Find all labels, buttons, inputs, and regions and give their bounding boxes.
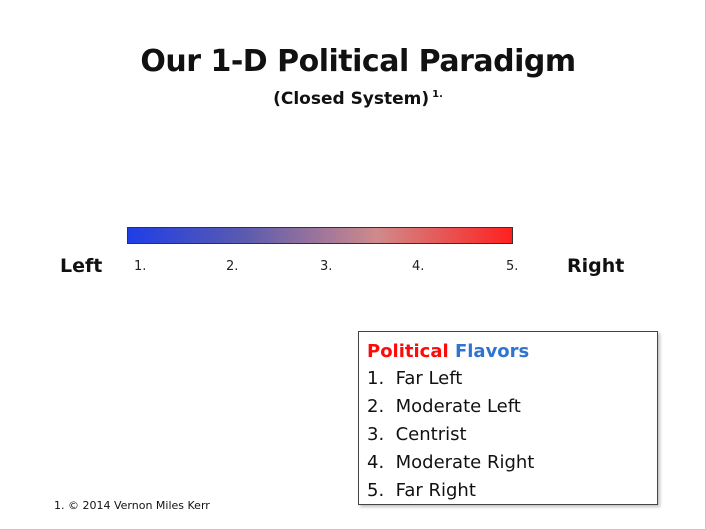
legend-item: 5. Far Right: [367, 480, 476, 501]
subtitle-footnote-marker: 1.: [432, 89, 443, 100]
legend-title: Political Flavors: [367, 341, 657, 362]
tick-label: 1.: [134, 259, 147, 274]
tick-label: 2.: [226, 259, 239, 274]
political-flavors-legend: Political Flavors 1. Far Left 2. Moderat…: [358, 331, 658, 505]
legend-title-political: Political: [367, 341, 449, 362]
legend-item: 1. Far Left: [367, 368, 463, 389]
political-spectrum-bar: [127, 227, 513, 244]
legend-item: 4. Moderate Right: [367, 452, 535, 473]
tick-label: 5.: [506, 259, 519, 274]
tick-label: 4.: [412, 259, 425, 274]
tick-label: 3.: [320, 259, 333, 274]
page-subtitle: (Closed System) 1.: [0, 89, 706, 109]
legend-item: 2. Moderate Left: [367, 396, 521, 417]
footnote: 1. © 2014 Vernon Miles Kerr: [54, 499, 210, 512]
legend-item: 3. Centrist: [367, 424, 467, 445]
right-label: Right: [567, 255, 625, 277]
legend-title-flavors: Flavors: [454, 341, 530, 362]
page-title: Our 1-D Political Paradigm: [140, 44, 576, 79]
left-label: Left: [60, 255, 103, 277]
subtitle-text: (Closed System): [273, 89, 430, 109]
